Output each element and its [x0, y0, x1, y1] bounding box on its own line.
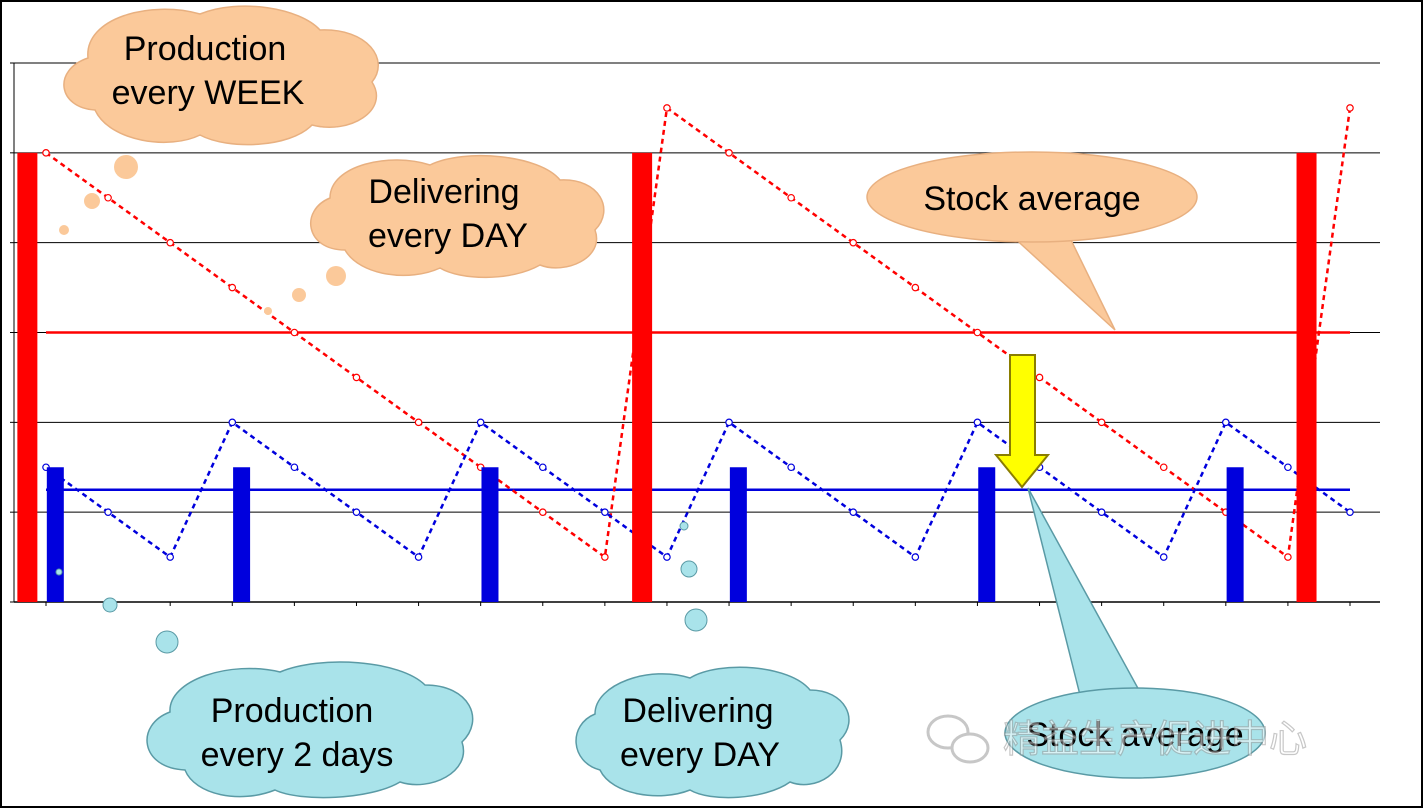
two-day-stock-point — [1097, 508, 1106, 516]
weekly-stock-point — [911, 283, 920, 292]
weekly-stock-point — [1346, 104, 1354, 112]
stock-series — [42, 104, 1354, 561]
weekly-stock-point — [414, 418, 423, 427]
callout-text-line-2: every DAY — [620, 736, 780, 774]
cloud-shape — [575, 666, 850, 799]
two-day-stock-point — [601, 508, 609, 516]
callout-text-line-2: every WEEK — [112, 74, 305, 112]
two-day-stock-point — [1284, 463, 1292, 472]
thought-bubble — [155, 630, 179, 654]
weekly-production-bar — [1296, 152, 1317, 603]
weekly-production-bar — [17, 152, 38, 603]
thought-bubble — [55, 568, 63, 576]
callout-text-line-2: every 2 days — [201, 736, 394, 774]
two-day-stock-point — [849, 508, 858, 516]
weekly-stock-point — [104, 193, 112, 202]
two-day-production-bar — [1226, 467, 1244, 602]
two-day-stock-point — [166, 553, 174, 561]
thought-bubble — [679, 521, 689, 531]
weekly-stock-point — [42, 149, 50, 157]
weekly-stock-point — [1097, 418, 1106, 427]
callout-twoday-production: Production every 2 days — [55, 568, 474, 799]
weekly-stock-point — [1035, 373, 1044, 382]
weekly-stock-point — [725, 149, 733, 157]
callout-text-line-1: Production — [124, 30, 287, 68]
wechat-icon — [926, 714, 990, 764]
cloud-shape — [146, 661, 474, 799]
two-day-stock-point — [476, 418, 485, 427]
weekly-stock-line — [45, 105, 1352, 560]
cloud-shape — [310, 154, 605, 279]
thought-bubble — [114, 155, 138, 179]
weekly-stock-point — [166, 238, 174, 247]
two-day-stock-point — [911, 553, 920, 561]
callout-twoday-delivering: Delivering every DAY — [575, 521, 850, 799]
two-day-stock-point — [352, 508, 361, 516]
two-day-production-bar — [233, 467, 251, 602]
weekly-stock-point — [290, 328, 299, 337]
two-day-production-bar — [481, 467, 499, 602]
thought-bubble — [292, 288, 306, 302]
two-day-stock-point — [290, 463, 299, 472]
weekly-stock-point — [538, 508, 547, 516]
watermark: 精益生产促进中心 — [926, 714, 1308, 764]
callout-text: Stock average — [923, 180, 1140, 218]
production-bars — [17, 152, 1317, 603]
thought-bubble — [684, 608, 708, 632]
two-day-stock-point — [228, 418, 237, 427]
weekly-stock-point — [352, 373, 361, 382]
callout-text-line-1: Production — [211, 692, 374, 730]
callout-weekly-delivering: Delivering every DAY — [59, 154, 605, 315]
weekly-stock-point — [1159, 463, 1168, 472]
callout-text-line-2: every DAY — [368, 217, 528, 255]
speech-bubble — [1004, 687, 1266, 779]
thought-bubble — [326, 266, 346, 286]
callout-weekly-average: Stock average — [866, 151, 1198, 331]
two-day-stock-point — [1222, 418, 1230, 427]
two-day-stock-point — [1159, 553, 1168, 561]
thought-bubble — [264, 307, 272, 315]
thought-bubble — [59, 225, 69, 235]
callout-text-line-1: Delivering — [622, 692, 773, 730]
weekly-stock-point — [228, 283, 237, 292]
cloud-shape — [63, 5, 379, 146]
weekly-production-bar — [632, 152, 653, 603]
weekly-stock-point — [601, 553, 609, 561]
two-day-production-bar — [46, 467, 64, 602]
weekly-stock-point — [1284, 553, 1292, 561]
weekly-stock-point — [849, 238, 858, 247]
two-day-production-bar — [978, 467, 996, 602]
callout-text-line-1: Delivering — [368, 173, 519, 211]
two-day-stock-point — [104, 508, 112, 516]
thought-bubble — [84, 193, 100, 209]
weekly-stock-point — [787, 193, 795, 202]
two-day-stock-point — [414, 553, 423, 561]
thought-bubble — [680, 560, 698, 578]
callout-twoday-average: Stock average — [1004, 487, 1266, 779]
watermark-text: 精益生产促进中心 — [1003, 719, 1307, 761]
thought-bubble — [102, 597, 118, 613]
two-day-production-bar — [729, 467, 747, 602]
two-day-stock-point — [973, 418, 982, 427]
two-day-stock-line — [45, 420, 1351, 559]
callout-weekly-production: Production every WEEK — [63, 5, 379, 146]
weekly-stock-point — [663, 104, 671, 112]
two-day-stock-point — [725, 418, 733, 427]
two-day-stock-point — [663, 553, 671, 561]
two-day-stock-point — [538, 463, 547, 472]
two-day-stock-point — [787, 463, 795, 472]
speech-bubble — [866, 151, 1198, 243]
weekly-stock-point — [973, 328, 982, 337]
callout-text: Stock average — [1026, 716, 1243, 754]
stock-average-arrow-icon — [993, 354, 1051, 489]
two-day-stock-point — [1346, 508, 1354, 516]
